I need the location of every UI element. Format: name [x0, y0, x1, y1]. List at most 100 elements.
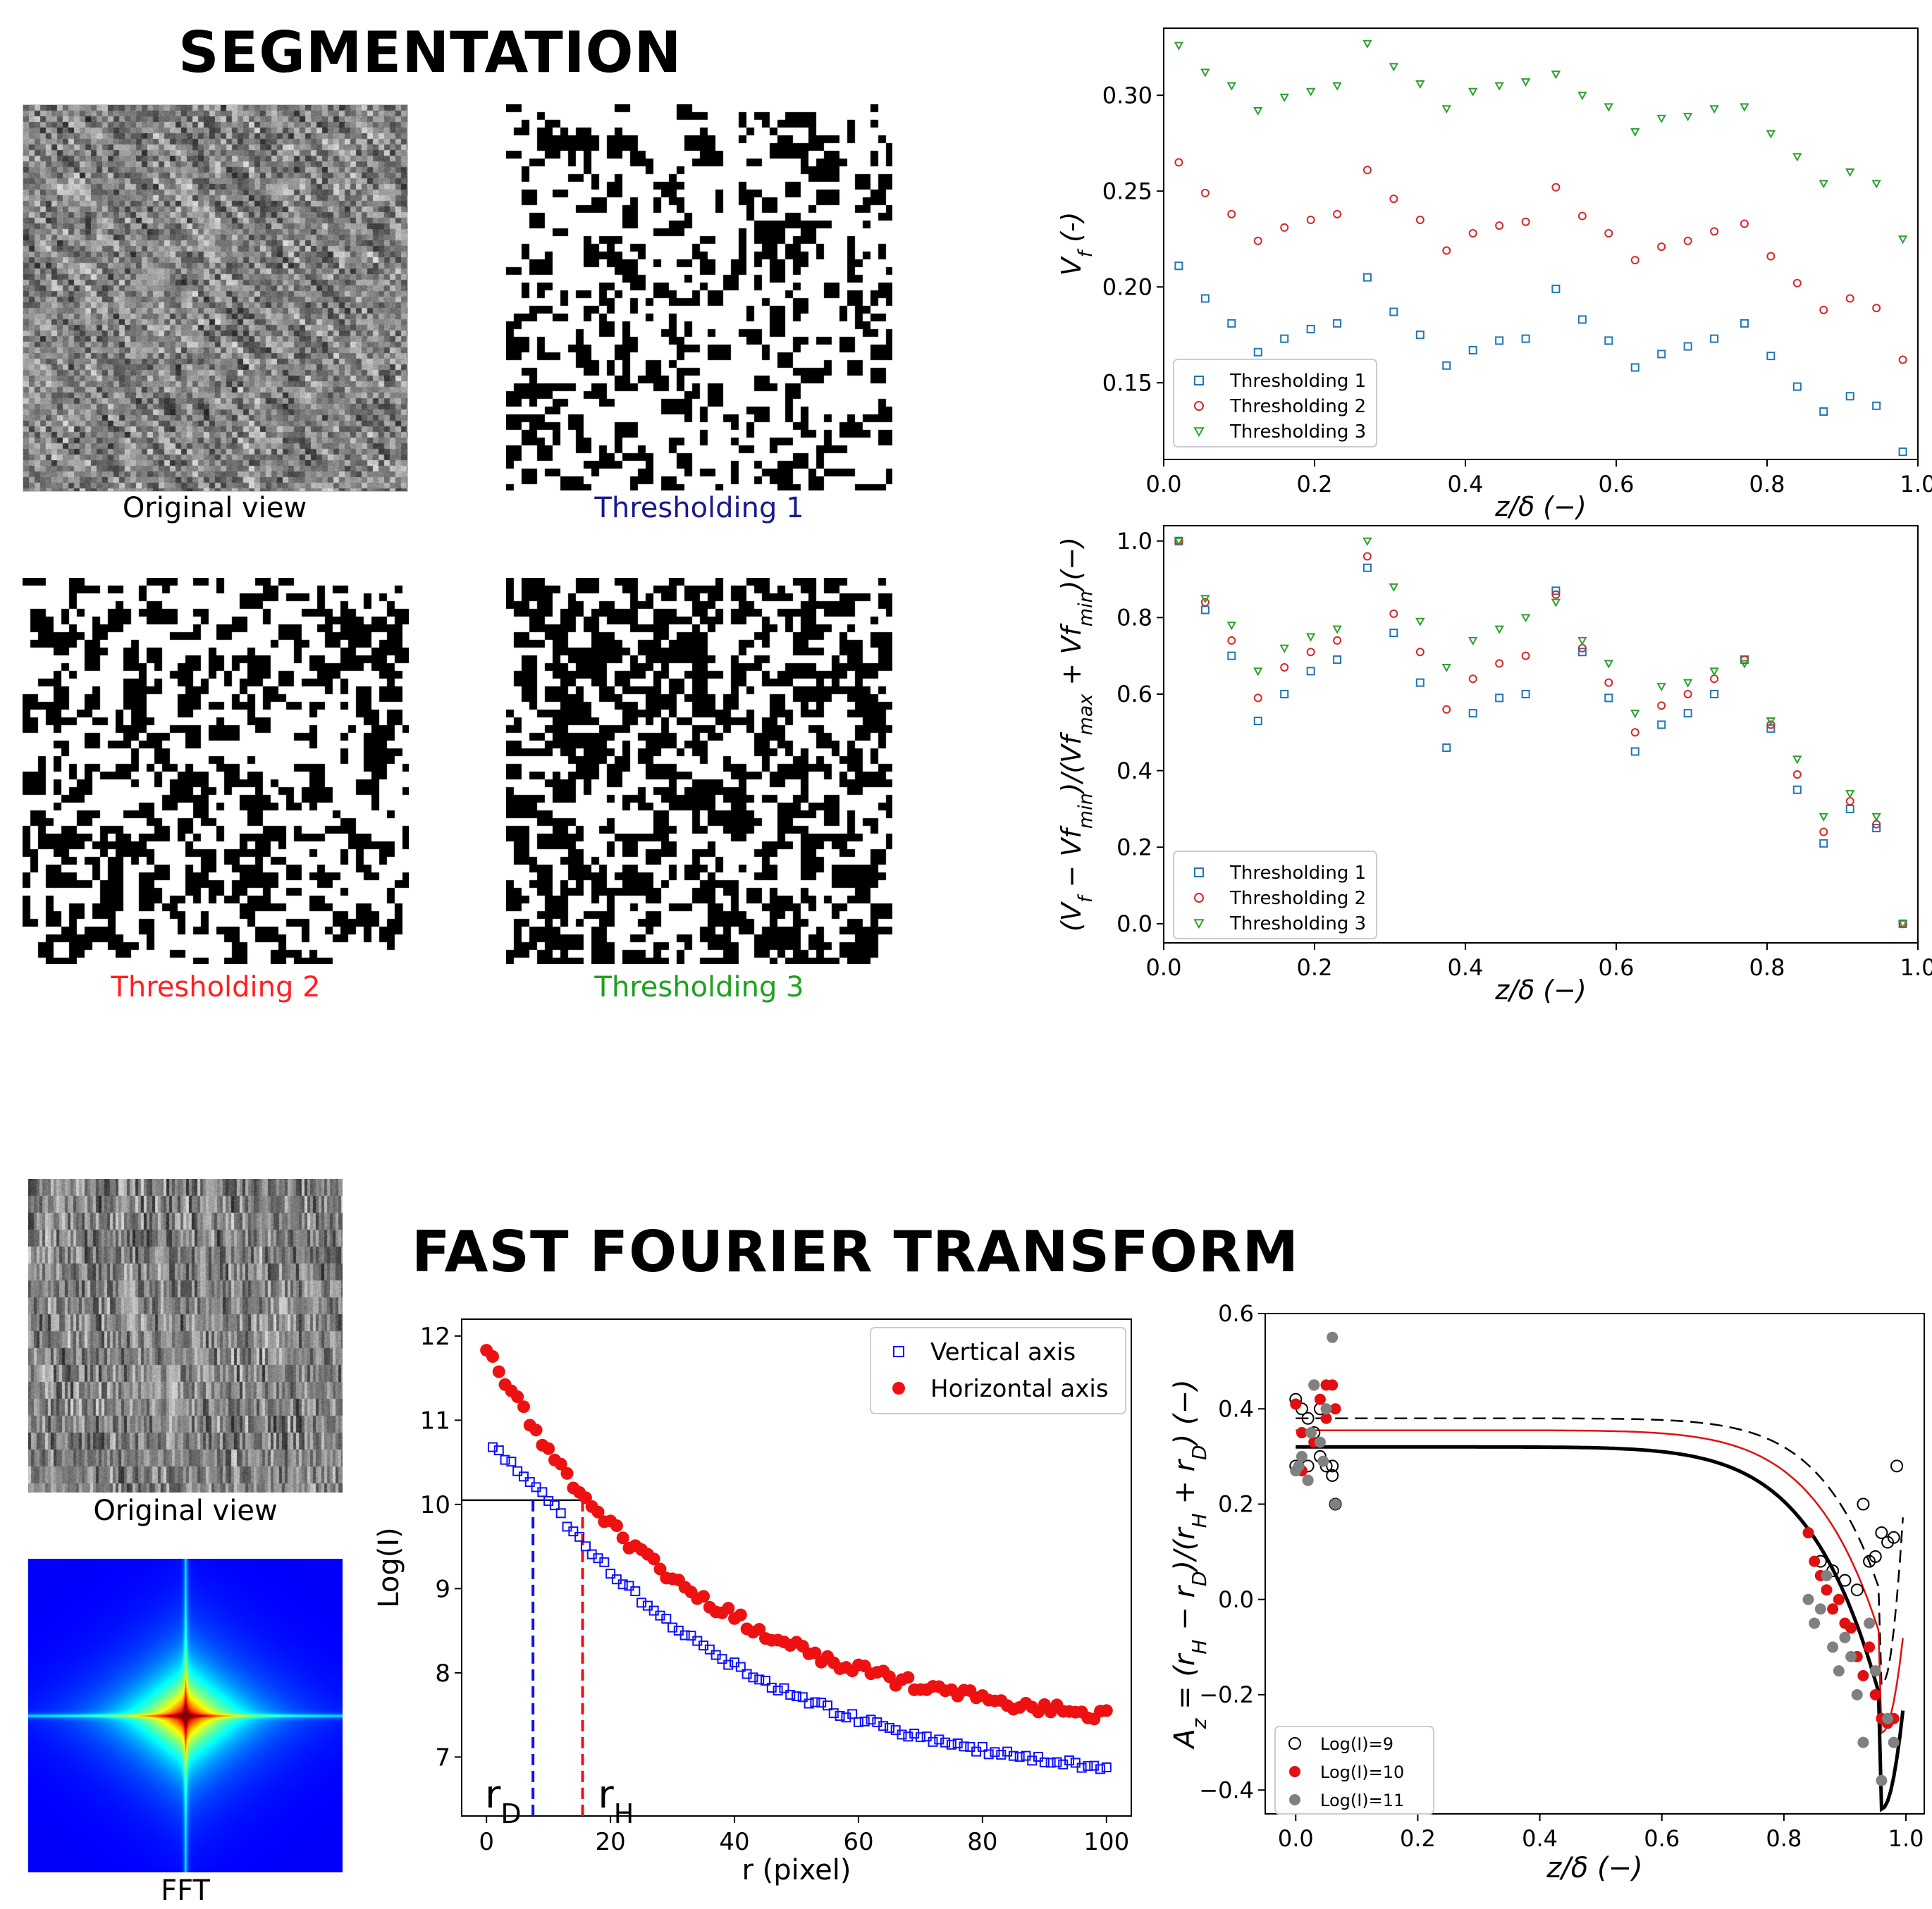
x-tick-label: 0.4 [1522, 1825, 1558, 1852]
data-point [1290, 1398, 1302, 1410]
x-tick-label: 1.0 [1900, 954, 1932, 981]
data-point [1279, 93, 1289, 102]
data-point [1089, 1760, 1100, 1771]
data-point [1520, 614, 1531, 623]
data-point [792, 1691, 801, 1702]
y-axis-label: Vf (-) [1056, 212, 1097, 276]
data-point [1442, 361, 1451, 370]
data-point [1604, 229, 1613, 238]
data-point [1362, 563, 1372, 572]
data-point [1857, 1736, 1869, 1748]
legend-label: Thresholding 2 [1229, 396, 1366, 417]
data-point [1415, 330, 1425, 340]
legend-marker [1194, 376, 1204, 385]
data-point [630, 1586, 641, 1597]
data-point [1792, 755, 1802, 765]
y-tick-label: 0.4 [1116, 758, 1152, 784]
data-point [1389, 194, 1398, 204]
data-point [1317, 1455, 1329, 1467]
x-tick-label: 0 [479, 1828, 494, 1856]
data-point [1683, 342, 1692, 351]
data-point [1306, 648, 1315, 657]
data-point [511, 1390, 524, 1404]
data-point [1819, 827, 1828, 836]
data-point [1308, 1379, 1320, 1391]
data-point [1314, 1436, 1326, 1448]
data-point [1845, 1622, 1857, 1634]
legend-label: Thresholding 2 [1229, 888, 1366, 909]
data-point [704, 1644, 715, 1655]
data-point [1710, 334, 1719, 343]
data-point [717, 1654, 727, 1664]
data-point [742, 1669, 752, 1679]
data-point [1227, 636, 1236, 645]
data-point [735, 1662, 746, 1672]
model-curve-thin [1296, 1429, 1904, 1735]
data-point [486, 1349, 499, 1363]
data-point [1362, 273, 1372, 282]
legend-marker [1193, 427, 1205, 438]
data-point [1577, 211, 1587, 221]
data-point [1333, 209, 1342, 218]
data-point [554, 1457, 567, 1471]
data-point [679, 1630, 690, 1641]
data-point [1882, 1712, 1894, 1724]
data-point [1833, 1593, 1845, 1605]
data-point [1200, 595, 1210, 604]
data-point [897, 1729, 907, 1740]
data-point [1083, 1761, 1093, 1772]
series-thresholding-3 [1174, 39, 1908, 245]
data-point [1362, 166, 1372, 175]
data-point [1045, 1757, 1056, 1768]
fft-spectrum-image [28, 1559, 343, 1872]
data-point [1857, 1669, 1869, 1681]
data-point [1521, 651, 1530, 660]
data-point [859, 1716, 870, 1726]
thresholding-2-image [23, 578, 409, 964]
data-point [1280, 662, 1289, 672]
caption-fft: FFT [161, 1874, 210, 1907]
thresholding-1-image [506, 104, 892, 490]
data-point [1101, 1762, 1112, 1773]
legend-box [1173, 851, 1377, 939]
legend-label: Log(I)=11 [1320, 1791, 1404, 1810]
data-point [1389, 307, 1398, 316]
legend-marker [1289, 1766, 1300, 1777]
data-point [697, 1590, 710, 1603]
data-point [648, 1605, 659, 1616]
legend-marker [892, 1382, 905, 1395]
x-tick-label: 0.2 [1297, 471, 1333, 498]
x-axis-label: r (pixel) [742, 1854, 851, 1886]
data-point [1174, 158, 1183, 167]
data-point [1253, 693, 1262, 703]
data-point [1332, 82, 1342, 91]
data-point [1551, 284, 1561, 293]
data-point [1389, 629, 1398, 638]
data-point [1333, 319, 1342, 328]
data-point [1864, 1641, 1876, 1653]
data-point [560, 1466, 574, 1480]
x-axis-label: z/δ (−) [1494, 975, 1587, 1006]
data-point [1766, 252, 1776, 261]
series-thresholding-2 [1174, 158, 1907, 364]
y-tick-label: 0.8 [1116, 605, 1152, 631]
data-point [1890, 1459, 1904, 1473]
data-point [1821, 1584, 1833, 1596]
data-point [624, 1581, 634, 1591]
data-point [1362, 537, 1372, 546]
x-tick-label: 0.0 [1146, 471, 1182, 498]
data-point [1551, 586, 1561, 595]
data-point [1076, 1762, 1087, 1773]
data-point [921, 1731, 932, 1742]
series-thresholding-1 [1174, 261, 1907, 457]
y-tick-label: 7 [435, 1743, 450, 1772]
x-tick-label: 0.2 [1297, 954, 1333, 981]
y-tick-label: 0.20 [1102, 273, 1152, 300]
data-point [1200, 188, 1210, 197]
legend-label: Vertical axis [930, 1338, 1076, 1366]
data-point [512, 1466, 523, 1476]
data-point [1033, 1751, 1044, 1762]
x-tick-label: 0.4 [1448, 954, 1484, 981]
data-point [636, 1598, 647, 1608]
data-point [1657, 701, 1666, 710]
